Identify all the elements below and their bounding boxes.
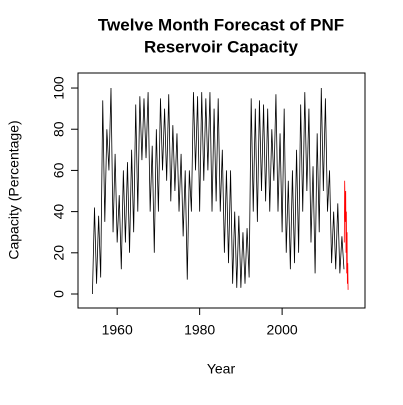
chart-title: Reservoir Capacity: [144, 37, 299, 56]
x-tick-label: 1980: [184, 322, 215, 338]
y-axis-label: Capacity (Percentage): [6, 120, 22, 259]
series-line: [343, 180, 349, 290]
y-tick-label: 80: [51, 121, 67, 137]
y-tick-label: 100: [51, 76, 67, 100]
plot-frame: [77, 72, 366, 309]
chart-title: Twelve Month Forecast of PNF: [98, 15, 344, 34]
x-tick-label: 1960: [102, 322, 133, 338]
y-tick-label: 60: [51, 162, 67, 178]
x-axis-label: Year: [207, 361, 236, 377]
series-line: [92, 88, 345, 294]
y-tick-label: 40: [51, 204, 67, 220]
x-tick-label: 2000: [267, 322, 298, 338]
y-tick-label: 0: [51, 290, 67, 298]
y-tick-label: 20: [51, 245, 67, 261]
